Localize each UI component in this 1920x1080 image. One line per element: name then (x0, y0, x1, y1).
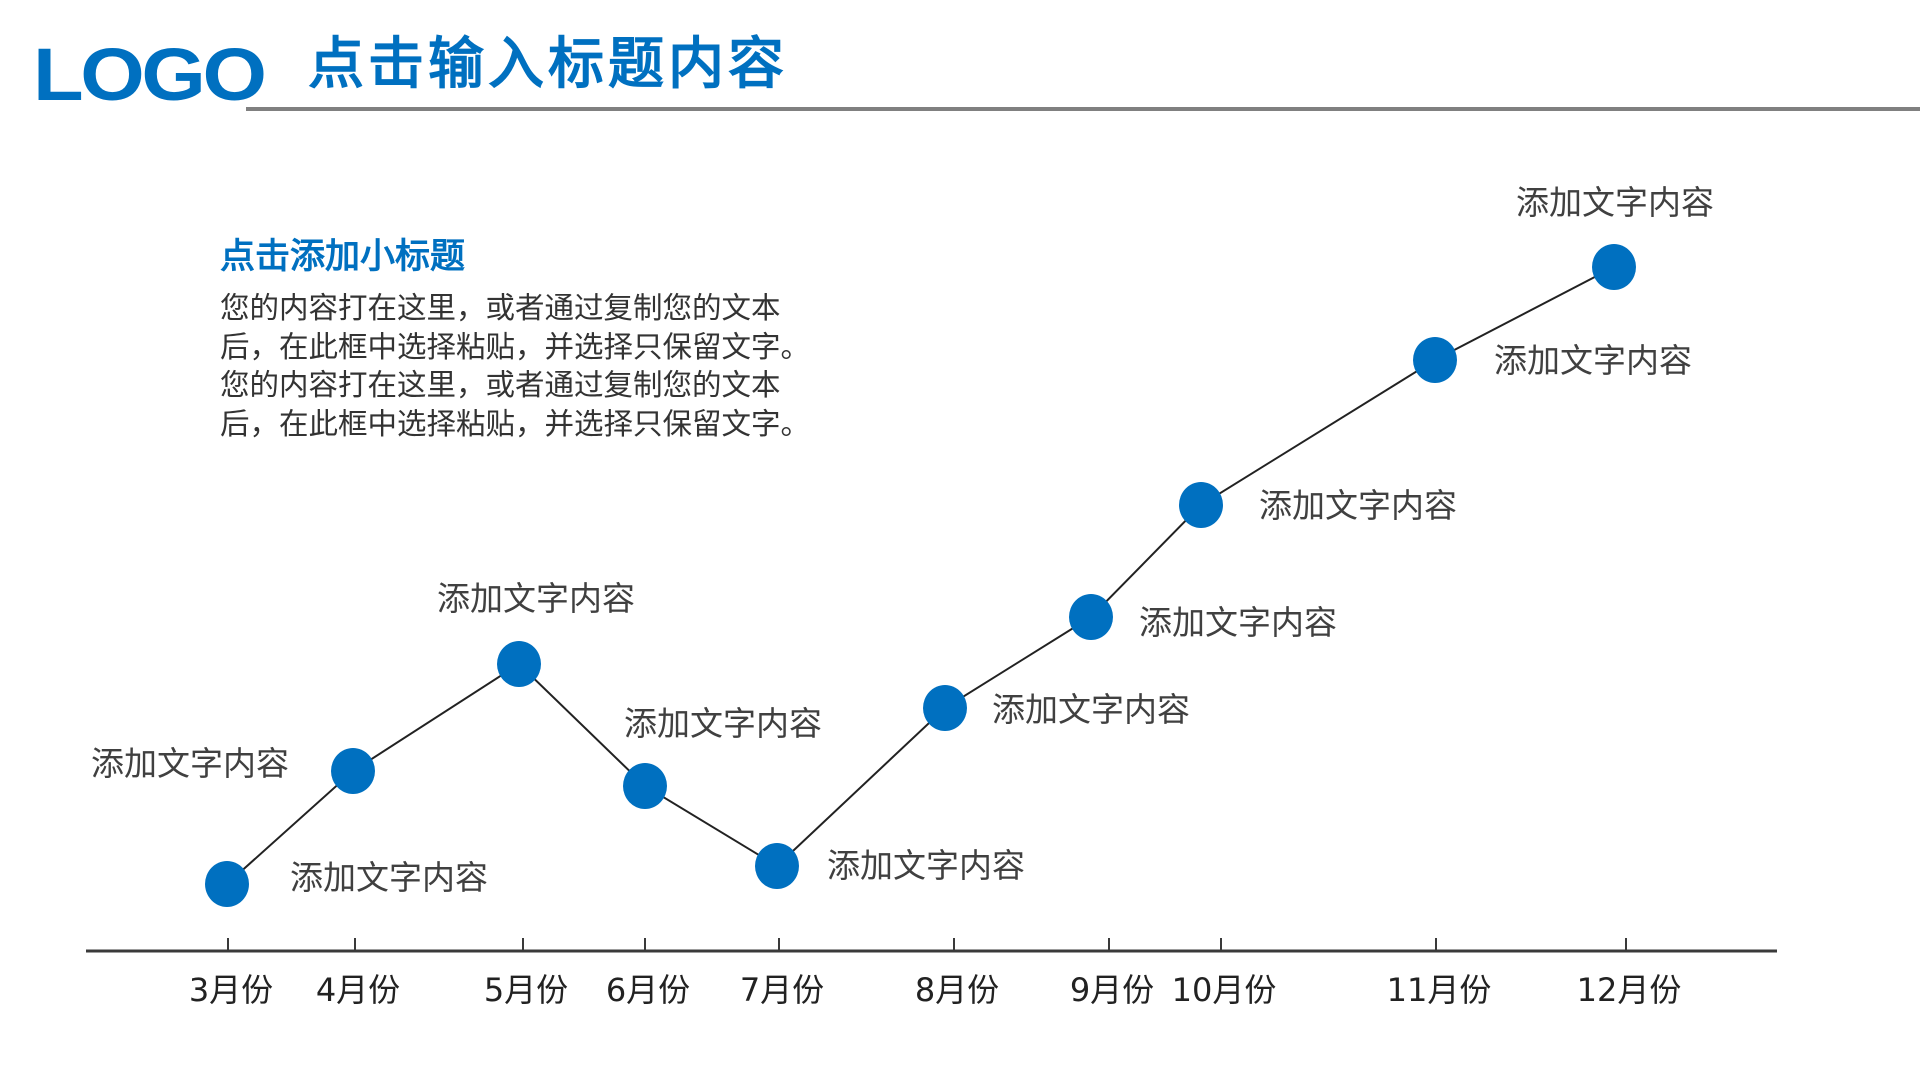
data-point-marker[interactable] (1069, 594, 1113, 640)
data-point-marker[interactable] (1413, 337, 1457, 383)
intro-line: 您的内容打在这里，或者通过复制您的文本 (220, 291, 781, 325)
intro-line: 后，在此框中选择粘贴，并选择只保留文字。 (220, 406, 811, 441)
x-axis-tick-label: 3月份 (188, 971, 274, 1009)
data-point-marker[interactable] (1592, 244, 1636, 290)
x-axis-tick-label: 11月份 (1386, 971, 1492, 1009)
data-point-marker[interactable] (205, 861, 249, 907)
page-title[interactable]: 点击输入标题内容 (308, 32, 788, 97)
data-points (205, 244, 1636, 907)
point-label[interactable]: 添加文字内容 (1139, 603, 1337, 642)
point-label[interactable]: 添加文字内容 (1494, 341, 1692, 380)
x-axis-tick-label: 4月份 (315, 971, 401, 1009)
x-axis-tick-label: 12月份 (1576, 971, 1682, 1009)
point-label[interactable]: 添加文字内容 (290, 858, 488, 897)
data-point-marker[interactable] (331, 748, 375, 794)
trend-line (226, 266, 1615, 885)
x-axis-tick-label: 9月份 (1069, 971, 1155, 1009)
header-divider (246, 107, 1920, 111)
x-axis-tick-label: 7月份 (739, 971, 825, 1009)
point-label[interactable]: 添加文字内容 (437, 579, 635, 618)
point-label[interactable]: 添加文字内容 (1259, 486, 1457, 525)
intro-line: 您的内容打在这里，或者通过复制您的文本 (220, 368, 781, 402)
point-label[interactable]: 添加文字内容 (992, 690, 1190, 729)
point-label[interactable]: 添加文字内容 (624, 704, 822, 743)
x-axis (86, 938, 1777, 953)
point-label[interactable]: 添加文字内容 (827, 846, 1025, 885)
data-point-marker[interactable] (923, 685, 967, 731)
x-axis-tick-label: 6月份 (605, 971, 691, 1009)
data-point-marker[interactable] (623, 763, 667, 809)
logo: LOGO (33, 33, 267, 116)
point-label[interactable]: 添加文字内容 (91, 744, 289, 783)
data-point-marker[interactable] (755, 843, 799, 889)
x-axis-tick-label: 5月份 (483, 971, 569, 1009)
intro-line: 后，在此框中选择粘贴，并选择只保留文字。 (220, 329, 811, 364)
data-point-marker[interactable] (1179, 482, 1223, 528)
section-subtitle[interactable]: 点击添加小标题 (220, 237, 466, 277)
x-axis-tick-label: 10月份 (1171, 971, 1277, 1009)
x-axis-tick-label: 8月份 (914, 971, 1000, 1009)
intro-text-box[interactable]: 您的内容打在这里，或者通过复制您的文本 后，在此框中选择粘贴，并选择只保留文字。… (220, 289, 900, 443)
data-point-marker[interactable] (497, 641, 541, 687)
point-label[interactable]: 添加文字内容 (1516, 183, 1714, 222)
